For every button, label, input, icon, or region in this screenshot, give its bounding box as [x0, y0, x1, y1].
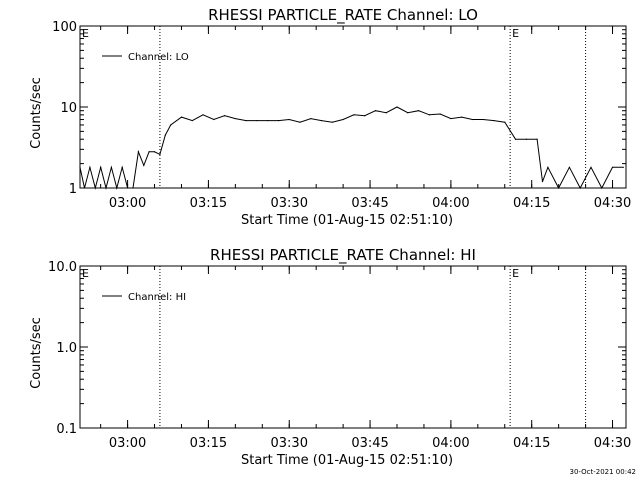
panel-1-x-axis-label: Start Time (01-Aug-15 02:51:10) — [241, 213, 453, 228]
panel-2-x-tick-label: 03:15 — [190, 436, 227, 451]
panel-1-data-point — [153, 151, 156, 153]
panel-2-plot-frame — [79, 265, 627, 429]
panel-1-x-tick-label: 03:45 — [351, 196, 388, 211]
panel-1-legend-label: Channel: LO — [128, 52, 189, 63]
panel-1-data-point — [180, 116, 183, 118]
panel-1-data-point — [547, 166, 549, 168]
panel-1-title: RHESSI PARTICLE_RATE Channel: LO — [208, 6, 478, 25]
panel-1-data-point — [439, 113, 441, 115]
panel-1-x-tick-label: 03:00 — [109, 196, 146, 211]
panel-1-data-point — [137, 151, 139, 153]
panel-1-data-point — [407, 112, 409, 114]
panel-1-data-point — [461, 116, 463, 118]
panel-2-legend-label: Channel: HI — [128, 292, 186, 303]
panel-1-data-point — [277, 119, 280, 122]
panel-1-data-point — [471, 118, 474, 121]
panel-2-title: RHESSI PARTICLE_RATE Channel: HI — [210, 246, 476, 265]
panel-1-data-point — [310, 117, 312, 120]
panel-1-data-point — [320, 119, 323, 122]
panel-1-data-point — [223, 115, 226, 117]
panel-2-x-tick-label: 03:30 — [271, 436, 308, 451]
panel-1-data-point — [79, 166, 81, 168]
panel-1-data-point — [514, 138, 517, 140]
panel-1-x-tick-label: 04:15 — [513, 196, 550, 211]
panel-1-y-tick-label: 10 — [60, 101, 77, 116]
panel-1-data-point — [202, 114, 204, 116]
panel-2-y-axis-label: Counts/sec — [29, 317, 44, 389]
panel-1-data-point — [105, 187, 107, 189]
panel-1-data-point — [89, 166, 91, 168]
panel-1-data-point — [622, 166, 624, 168]
panel-2-x-tick-label: 03:45 — [351, 436, 388, 451]
panel-1-x-tick-label: 03:15 — [190, 196, 227, 211]
panel-1-data-point — [342, 118, 344, 121]
panel-1-plot-frame — [79, 25, 627, 189]
panel-2-x-tick-label: 04:15 — [513, 436, 550, 451]
panel-1-data-point — [541, 180, 544, 183]
panel-1-y-tick-label: 100 — [52, 20, 77, 35]
panel-1-event-marker-label: E — [512, 27, 519, 40]
panel-1-series-line-1 — [79, 106, 624, 190]
panel-1-data-point — [159, 153, 161, 155]
panel-1-data-point — [234, 117, 236, 120]
panel-1-data-point — [164, 134, 166, 136]
panel-2-x-tick-label: 04:30 — [594, 436, 631, 451]
panel-1-x-tick-label: 04:30 — [594, 196, 631, 211]
panel-1-data-point — [213, 118, 215, 121]
panel-1-data-point — [299, 121, 301, 123]
panel-1-data-point — [504, 121, 506, 123]
panel-1-data-point — [601, 187, 603, 189]
panel-2-y-tick-label: 0.1 — [56, 422, 77, 437]
panel-2-x-tick-label: 03:00 — [109, 436, 146, 451]
panel-1-data-point — [579, 187, 581, 189]
panel-1-x-tick-label: 04:00 — [432, 196, 469, 211]
panel-2-y-tick-label: 1.0 — [56, 341, 77, 356]
panel-1-data-point — [568, 166, 571, 168]
panel-1-data-point — [331, 121, 333, 123]
panel-1-data-point — [83, 187, 86, 189]
panel-1-data-point — [267, 119, 269, 122]
panel-1-data-point — [385, 112, 387, 114]
panel-1-data-point — [428, 114, 430, 116]
panel-1-data-point — [94, 187, 96, 189]
panel-2-x-tick-label: 04:00 — [432, 436, 469, 451]
panel-1-data-point — [100, 166, 102, 168]
panel-1-data-point — [132, 187, 134, 189]
panel-1-data-point — [364, 115, 366, 117]
panel-1-data-point — [482, 118, 484, 121]
panel-1-data-point — [353, 114, 355, 116]
panel-1-data-point — [148, 151, 150, 153]
panel-1-data-point — [126, 187, 129, 189]
panel-1-data-point — [450, 117, 452, 120]
print-timestamp: 30-Oct-2021 00:42 — [569, 468, 636, 476]
panel-1-data-point — [558, 187, 560, 189]
panel-1-y-tick-label: 1 — [69, 182, 77, 197]
panel-1-data-point — [143, 164, 145, 167]
panel-1-data-point — [396, 106, 398, 108]
panel-1-y-axis-label: Counts/sec — [29, 77, 44, 149]
panel-2-x-axis-label: Start Time (01-Aug-15 02:51:10) — [241, 453, 453, 468]
panel-1-data-point — [256, 119, 258, 122]
panel-1-data-point — [611, 166, 614, 168]
panel-2-start-annotation: E — [82, 267, 89, 280]
panel-1-data-point — [245, 119, 247, 122]
panel-1-data-point — [536, 138, 538, 140]
panel-1-data-point — [288, 118, 290, 121]
panel-1-data-point — [110, 166, 113, 168]
panel-1-data-point — [170, 124, 172, 126]
panel-1-data-point — [590, 166, 592, 168]
panel-1-data-point — [493, 119, 495, 122]
panel-1-data-point — [191, 119, 193, 122]
panel-1-data-point — [116, 187, 118, 189]
panel-1-x-tick-label: 03:30 — [271, 196, 308, 211]
panel-1-data-point — [525, 138, 527, 140]
panel-1-start-annotation: E — [82, 27, 89, 40]
panel-1-data-point — [417, 110, 420, 112]
panel-2-event-marker-label: E — [512, 267, 519, 280]
panel-2-y-tick-label: 10.0 — [48, 260, 77, 275]
panel-1-data-point — [374, 110, 377, 112]
panel-1-data-point — [121, 166, 123, 168]
